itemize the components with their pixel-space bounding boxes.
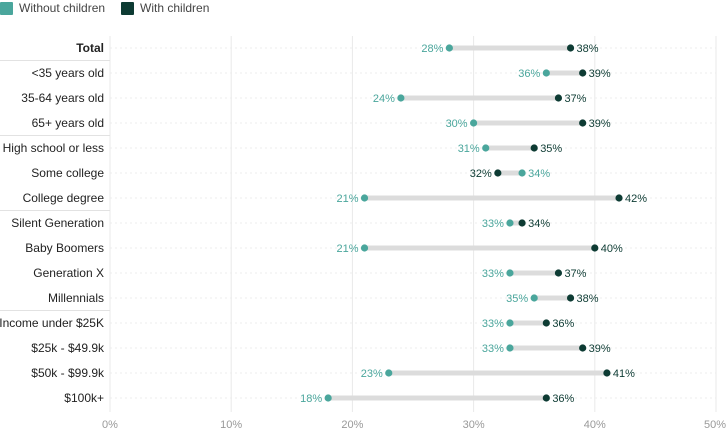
value-label-with-children-9: 37% bbox=[564, 268, 586, 280]
legend-swatch-without-children bbox=[0, 1, 13, 15]
dot-with-children-3 bbox=[579, 119, 587, 127]
x-tick-label-4: 40% bbox=[584, 419, 606, 431]
value-label-without-children-6: 21% bbox=[336, 193, 358, 205]
category-label-2: 35-64 years old bbox=[21, 91, 104, 105]
value-label-with-children-11: 36% bbox=[552, 318, 574, 330]
dot-without-children-8 bbox=[360, 244, 369, 252]
value-label-with-children-2: 37% bbox=[564, 93, 586, 105]
value-label-without-children-3: 30% bbox=[446, 118, 468, 130]
legend-label-with-children: With children bbox=[140, 1, 210, 15]
value-label-with-children-3: 39% bbox=[589, 118, 611, 130]
dot-with-children-12 bbox=[579, 344, 587, 352]
dot-with-children-4 bbox=[530, 144, 538, 152]
value-label-without-children-8: 21% bbox=[336, 243, 358, 255]
dot-without-children-2 bbox=[397, 94, 405, 102]
dot-with-children-10 bbox=[566, 294, 575, 302]
value-label-without-children-1: 36% bbox=[518, 68, 540, 80]
dot-without-children-3 bbox=[470, 119, 478, 127]
category-label-3: 65+ years old bbox=[32, 116, 104, 130]
dot-without-children-11 bbox=[506, 319, 514, 327]
value-label-with-children-12: 39% bbox=[589, 343, 611, 355]
dot-with-children-5 bbox=[494, 169, 502, 177]
dot-without-children-0 bbox=[445, 44, 453, 52]
category-label-6: College degree bbox=[23, 191, 105, 205]
x-tick-label-1: 10% bbox=[220, 419, 242, 431]
category-label-10: Millennials bbox=[48, 291, 104, 305]
category-label-1: <35 years old bbox=[32, 66, 104, 80]
value-label-with-children-4: 35% bbox=[540, 143, 562, 155]
dot-without-children-4 bbox=[482, 144, 490, 152]
value-label-with-children-5: 32% bbox=[470, 168, 492, 180]
x-tick-label-3: 30% bbox=[463, 419, 485, 431]
dot-without-children-14 bbox=[324, 394, 332, 402]
dot-without-children-6 bbox=[360, 194, 369, 202]
value-label-without-children-11: 33% bbox=[482, 318, 504, 330]
value-label-with-children-10: 38% bbox=[577, 293, 599, 305]
category-label-7: Silent Generation bbox=[11, 216, 104, 230]
value-label-without-children-4: 31% bbox=[458, 143, 480, 155]
category-label-13: $50k - $99.9k bbox=[31, 366, 105, 380]
dot-with-children-8 bbox=[591, 244, 599, 252]
value-label-without-children-9: 33% bbox=[482, 268, 504, 280]
dot-without-children-10 bbox=[530, 294, 538, 302]
legend: Without children With children bbox=[0, 0, 209, 16]
legend-swatch-with-children bbox=[121, 1, 135, 15]
legend-label-without-children: Without children bbox=[19, 1, 106, 15]
dot-without-children-7 bbox=[506, 219, 514, 227]
value-label-without-children-13: 23% bbox=[361, 368, 383, 380]
dot-without-children-12 bbox=[506, 344, 514, 352]
category-label-5: Some college bbox=[31, 166, 104, 180]
dot-without-children-9 bbox=[506, 269, 514, 277]
value-label-with-children-14: 36% bbox=[552, 393, 574, 405]
dot-with-children-11 bbox=[542, 319, 550, 327]
category-label-12: $25k - $49.9k bbox=[31, 341, 105, 355]
dot-with-children-9 bbox=[554, 269, 563, 277]
dot-with-children-2 bbox=[554, 94, 563, 102]
category-label-9: Generation X bbox=[33, 266, 104, 280]
legend-item-without-children: Without children bbox=[0, 1, 105, 15]
x-tick-label-0: 0% bbox=[102, 419, 118, 431]
value-label-with-children-8: 40% bbox=[601, 243, 623, 255]
category-label-14: $100k+ bbox=[64, 391, 104, 405]
dot-with-children-14 bbox=[542, 394, 550, 402]
category-label-11: Income under $25K bbox=[0, 316, 104, 330]
value-label-without-children-5: 34% bbox=[528, 168, 550, 180]
category-label-8: Baby Boomers bbox=[25, 241, 104, 255]
x-tick-label-2: 20% bbox=[341, 419, 363, 431]
value-label-without-children-2: 24% bbox=[373, 93, 395, 105]
dot-without-children-5 bbox=[518, 169, 526, 177]
value-label-with-children-1: 39% bbox=[589, 68, 611, 80]
x-tick-label-5: 50% bbox=[704, 419, 726, 431]
value-label-without-children-12: 33% bbox=[482, 343, 504, 355]
dot-without-children-13 bbox=[385, 369, 393, 377]
dot-with-children-6 bbox=[615, 194, 623, 202]
value-label-with-children-7: 34% bbox=[528, 218, 550, 230]
category-label-0: Total bbox=[76, 41, 104, 55]
legend-item-with-children: With children bbox=[121, 1, 209, 15]
value-label-with-children-6: 42% bbox=[625, 193, 647, 205]
value-label-without-children-14: 18% bbox=[300, 393, 322, 405]
value-label-without-children-7: 33% bbox=[482, 218, 504, 230]
value-label-without-children-0: 28% bbox=[421, 43, 443, 55]
dot-with-children-0 bbox=[566, 44, 575, 52]
dot-with-children-13 bbox=[603, 369, 611, 377]
value-label-without-children-10: 35% bbox=[506, 293, 528, 305]
dot-with-children-1 bbox=[579, 69, 587, 77]
dot-without-children-1 bbox=[542, 69, 550, 77]
value-label-with-children-13: 41% bbox=[613, 368, 635, 380]
dot-with-children-7 bbox=[518, 219, 526, 227]
value-label-with-children-0: 38% bbox=[577, 43, 599, 55]
category-label-4: High school or less bbox=[3, 141, 104, 155]
